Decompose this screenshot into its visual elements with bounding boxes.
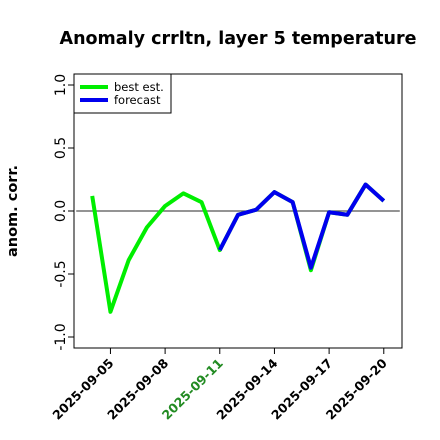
y-axis-label: anom. corr.	[5, 165, 21, 257]
series-layer	[90, 182, 386, 314]
y-axis: -1.0 -0.5 0.0 0.5 1.0	[53, 74, 74, 351]
series-line-best-estimate	[90, 182, 386, 314]
chart-title: Anomaly crrltn, layer 5 temperature	[60, 29, 417, 49]
x-axis: 2025-09-052025-09-082025-09-112025-09-14…	[49, 348, 390, 423]
y-tick-label: -1.0	[53, 323, 69, 350]
legend: best est.forecast	[73, 73, 172, 114]
y-tick-label: -0.5	[53, 260, 69, 287]
series-line-forecast	[218, 182, 386, 270]
y-tick-label: 1.0	[53, 74, 69, 96]
legend-box	[73, 73, 172, 114]
legend-entry-label: best est.	[114, 80, 164, 94]
y-tick-label: 0.0	[53, 200, 69, 222]
legend-entry-label: forecast	[114, 93, 161, 107]
y-tick-label: 0.5	[53, 137, 69, 159]
